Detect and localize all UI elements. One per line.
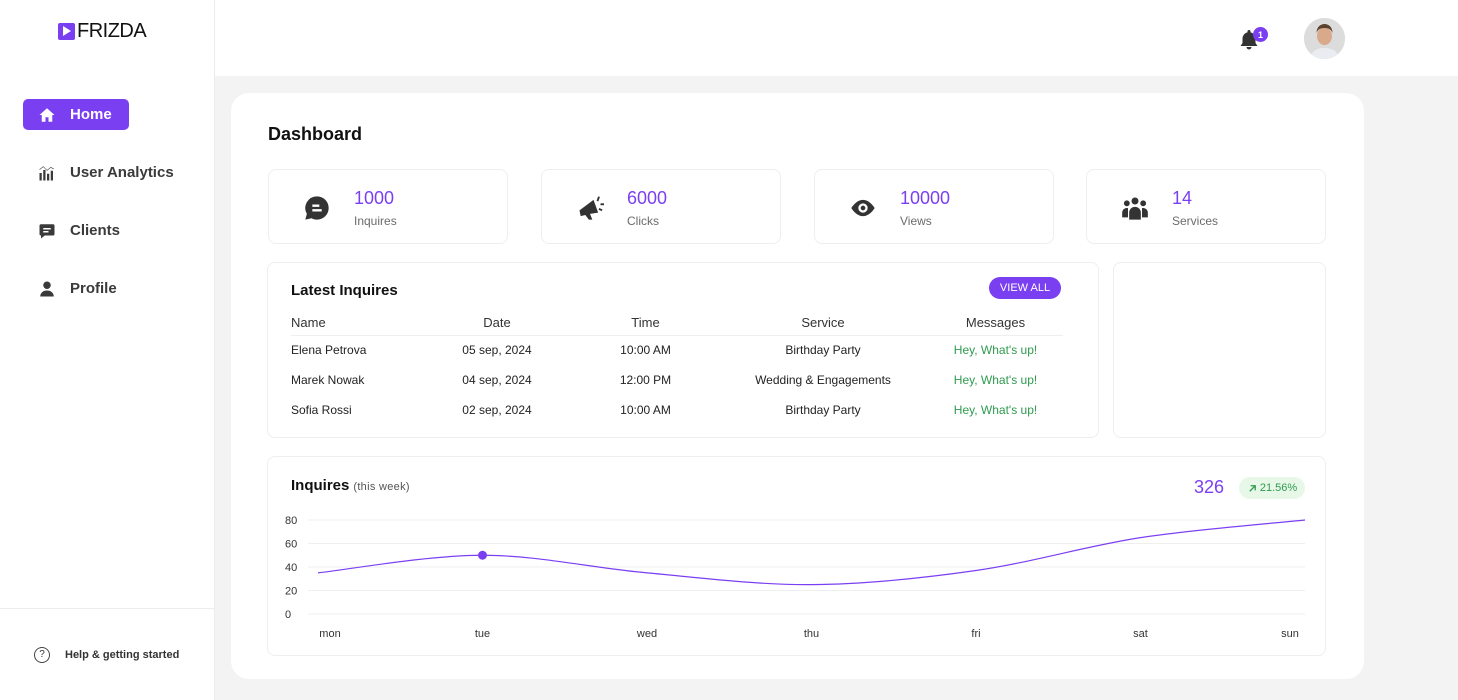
stat-value: 10000 [900,188,951,208]
change-badge: 21.56% [1239,477,1305,499]
stat-value: 14 [1172,188,1193,208]
app-logo[interactable]: FRIZDA [58,20,147,43]
x-tick-label: wed [636,628,657,640]
message-icon [305,196,329,220]
table-row[interactable]: Elena Petrova 05 sep, 2024 10:00 AM Birt… [291,335,1063,365]
cell-date: 04 sep, 2024 [462,373,532,387]
sidebar-item-label: Home [70,106,112,123]
notification-badge: 1 [1253,27,1268,42]
stat-card-clicks[interactable]: 6000 Clicks [541,169,781,244]
sidebar: FRIZDA Home User Analytics Clients Profi… [0,0,215,700]
sidebar-item-label: User Analytics [70,164,174,181]
analytics-icon [39,165,54,180]
table-row[interactable]: Marek Nowak 04 sep, 2024 12:00 PM Weddin… [291,365,1063,395]
eye-icon [851,199,875,217]
cell-service: Wedding & Engagements [755,373,891,387]
sidebar-nav: Home User Analytics Clients Profile [23,99,193,331]
logo-icon [58,23,75,40]
cell-date: 05 sep, 2024 [462,343,532,358]
table-row[interactable]: Sofia Rossi 02 sep, 2024 10:00 AM Birthd… [291,395,1063,425]
column-header: Time [573,311,718,336]
cell-service: Birthday Party [785,343,861,358]
avatar-image [1304,18,1345,59]
chart-subtitle: (this week) [353,481,410,493]
y-tick-label: 40 [285,562,297,574]
stat-label: Inquires [354,214,397,228]
y-tick-label: 80 [285,515,297,527]
cell-time: 12:00 PM [619,373,672,387]
page-title: Dashboard [268,124,363,144]
cell-service: Birthday Party [785,403,861,417]
cell-date: 02 sep, 2024 [462,403,532,417]
latest-inquiries-card: Latest Inquires VIEW ALL Name Date Time … [267,262,1099,438]
sidebar-item-home[interactable]: Home [23,99,129,130]
sidebar-item-user-analytics[interactable]: User Analytics [23,157,193,188]
cell-message: Hey, What's up! [953,373,1038,387]
cell-time: 10:00 AM [620,403,671,417]
stat-value: 1000 [354,188,395,208]
cell-message: Hey, What's up! [953,343,1038,358]
home-icon [39,107,55,122]
chart-total: 326 [1194,477,1225,497]
chart-title: Inquires (this week) [291,477,410,494]
series-line [317,519,1306,586]
dashboard-panel: Dashboard 1000 Inquires 6000 Clicks 1000… [231,93,1364,679]
column-header: Service [718,311,928,336]
stat-label: Views [900,214,932,228]
help-link[interactable]: ? Help & getting started [0,608,215,700]
x-tick-label: fri [971,628,980,640]
cell-name: Marek Nowak [291,373,365,387]
x-tick-label: sun [1281,628,1299,640]
inquiries-line-chart: 80 60 40 20 0 mon tue wed thu fri sat sun [285,515,1306,640]
stat-card-services[interactable]: 14 Services [1086,169,1326,244]
cell-name: Elena Petrova [291,343,367,358]
change-value: 21.56% [1259,482,1298,494]
column-header: Date [421,311,573,336]
group-icon [1122,197,1148,220]
help-icon: ? [34,646,50,663]
chat-icon [39,223,55,238]
column-header: Name [291,311,421,336]
help-label: Help & getting started [65,648,180,661]
sidebar-item-label: Clients [70,222,121,239]
x-tick-label: thu [804,628,819,640]
logo-text: FRIZDA [77,20,147,42]
stat-card-views[interactable]: 10000 Views [814,169,1054,244]
column-header: Messages [928,311,1063,336]
user-icon [40,281,54,296]
inquiries-chart-card: Inquires (this week) 326 21.56% 80 60 40 20 0… [267,456,1326,656]
top-bar: 1 [215,0,1458,76]
y-tick-label: 60 [285,539,297,551]
x-tick-label: tue [475,628,490,640]
cell-time: 10:00 AM [620,343,671,358]
chart-title-text: Inquires [291,477,350,494]
stat-value: 6000 [627,188,668,208]
side-card [1113,262,1326,438]
view-all-button[interactable]: VIEW ALL [989,277,1061,299]
stat-label: Services [1172,214,1219,228]
avatar[interactable] [1304,18,1345,59]
stat-label: Clicks [627,214,659,228]
y-tick-label: 0 [285,609,291,621]
sidebar-item-profile[interactable]: Profile [23,273,193,304]
latest-inquiries-title: Latest Inquires [291,282,398,299]
cell-message: Hey, What's up! [953,403,1038,417]
x-tick-label: mon [319,628,340,640]
y-tick-label: 20 [285,586,297,598]
megaphone-icon [579,196,604,220]
x-tick-label: sat [1133,628,1148,640]
cell-name: Sofia Rossi [291,403,352,417]
sidebar-item-label: Profile [70,280,117,297]
sidebar-item-clients[interactable]: Clients [23,215,193,246]
highlight-point[interactable] [478,550,487,560]
inquiries-table: Name Date Time Service Messages Elena Pe… [291,311,1063,425]
table-header-row: Name Date Time Service Messages [291,311,1063,336]
stat-card-inquires[interactable]: 1000 Inquires [268,169,508,244]
arrow-up-right-icon [1249,484,1256,492]
